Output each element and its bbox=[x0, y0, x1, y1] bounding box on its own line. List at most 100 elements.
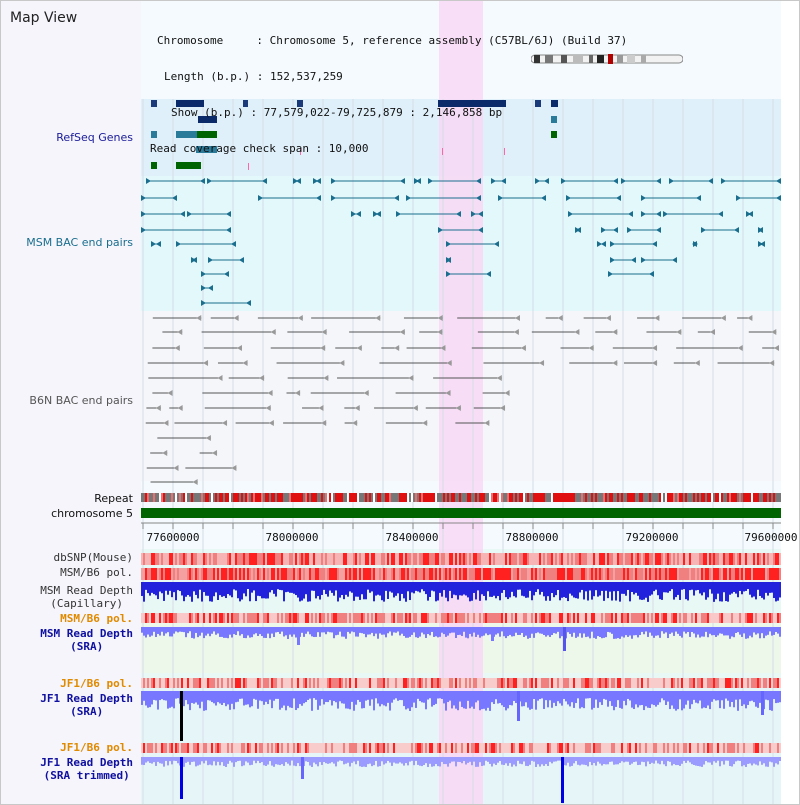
jf1-b6-pol-mark bbox=[213, 678, 215, 688]
jf1-b6-pol-mark bbox=[685, 743, 687, 753]
msm-b6-pol-mark bbox=[693, 568, 695, 580]
jf1-b6-pol-mark bbox=[335, 678, 337, 688]
jf1-b6-pol-mark bbox=[287, 743, 289, 753]
track-label-b6n-bac[interactable]: B6N BAC end pairs bbox=[29, 394, 133, 407]
track-label-msm-b6-pol-2[interactable]: MSM/B6 pol. bbox=[60, 612, 133, 625]
repeat-mark bbox=[671, 493, 673, 502]
dbsnp-mark bbox=[203, 553, 205, 565]
track-label-msm-b6-pol-1[interactable]: MSM/B6 pol. bbox=[60, 566, 133, 579]
track-label-jf1-depth-trimmed[interactable]: JF1 Read Depth (SRA trimmed) bbox=[40, 756, 133, 782]
msm-bac-end bbox=[568, 211, 573, 217]
repeat-mark bbox=[553, 493, 555, 502]
dbsnp-mark bbox=[205, 553, 207, 565]
jf1-b6-pol-mark bbox=[327, 743, 329, 753]
msm-depth-capillary-bar bbox=[613, 582, 615, 592]
dbsnp-mark bbox=[609, 553, 611, 565]
track-label-jf1-b6-pol-2[interactable]: JF1/B6 pol. bbox=[60, 741, 133, 754]
jf1-b6-pol-mark bbox=[263, 678, 265, 688]
jf1-depth-sra-bar bbox=[569, 691, 571, 707]
repeat-mark bbox=[635, 493, 637, 502]
track-label-msm-bac[interactable]: MSM BAC end pairs bbox=[26, 236, 133, 249]
msm-depth-sra-bar bbox=[457, 627, 459, 636]
track-label-chromosome[interactable]: chromosome 5 bbox=[51, 507, 133, 520]
msm-depth-sra-bar bbox=[577, 627, 579, 637]
dbsnp-mark bbox=[149, 553, 151, 565]
jf1-b6-pol-mark bbox=[423, 678, 425, 688]
repeat-mark bbox=[445, 493, 447, 502]
msm-b6-pol-mark bbox=[205, 613, 207, 623]
jf1-depth-trimmed-bar bbox=[377, 757, 379, 767]
chromosome-ideogram[interactable] bbox=[531, 54, 683, 64]
jf1-depth-trimmed-bar bbox=[627, 757, 629, 762]
msm-b6-pol-mark bbox=[325, 613, 327, 623]
jf1-depth-trimmed-bar bbox=[159, 757, 161, 764]
msm-depth-capillary-bar bbox=[653, 582, 655, 592]
jf1-depth-trimmed-bar bbox=[451, 757, 453, 762]
msm-depth-sra-bar bbox=[263, 627, 265, 638]
jf1-b6-pol-mark bbox=[583, 678, 585, 688]
msm-depth-capillary-bar bbox=[547, 582, 549, 597]
track-label-msm-depth-sra[interactable]: MSM Read Depth (SRA) bbox=[40, 627, 133, 653]
msm-depth-capillary-bar bbox=[229, 582, 231, 596]
track-label-msm-depth-capillary[interactable]: MSM Read Depth (Capillary) bbox=[40, 584, 133, 610]
track-label-repeat[interactable]: Repeat bbox=[94, 492, 133, 505]
jf1-b6-pol-mark bbox=[263, 743, 265, 753]
dbsnp-mark bbox=[569, 553, 571, 565]
track-label-refseq[interactable]: RefSeq Genes bbox=[56, 131, 133, 144]
jf1-depth-trimmed-bar bbox=[353, 757, 355, 762]
msm-depth-capillary-bar bbox=[367, 582, 369, 590]
jf1-depth-trimmed-bar bbox=[507, 757, 509, 766]
dbsnp-mark bbox=[693, 553, 695, 565]
repeat-mark bbox=[505, 493, 507, 502]
jf1-b6-pol-mark bbox=[713, 743, 715, 753]
msm-depth-capillary-bar bbox=[543, 582, 545, 597]
jf1-b6-pol-mark bbox=[415, 678, 417, 688]
dbsnp-mark bbox=[423, 553, 425, 565]
msm-depth-sra-bar bbox=[411, 627, 413, 635]
jf1-b6-pol-mark bbox=[433, 743, 435, 753]
msm-b6-pol-mark bbox=[699, 568, 701, 580]
msm-b6-pol-mark bbox=[297, 613, 299, 623]
msm-b6-pol-mark bbox=[287, 613, 289, 623]
dbsnp-mark bbox=[559, 553, 561, 565]
jf1-depth-sra-bar bbox=[259, 691, 261, 701]
jf1-b6-pol-mark bbox=[313, 678, 315, 688]
msm-b6-pol-mark bbox=[747, 568, 749, 580]
jf1-depth-trimmed-bar bbox=[289, 757, 291, 766]
msm-b6-pol-mark bbox=[365, 613, 367, 623]
jf1-depth-trimmed-bar bbox=[383, 757, 385, 765]
jf1-depth-trimmed-bar bbox=[673, 757, 675, 765]
jf1-depth-trimmed-bar bbox=[239, 757, 241, 761]
jf1-b6-pol-mark bbox=[173, 743, 175, 753]
msm-b6-pol-mark bbox=[189, 568, 191, 580]
msm-depth-capillary-bar bbox=[517, 582, 519, 590]
jf1-b6-pol-mark bbox=[153, 743, 155, 753]
jf1-b6-pol-mark bbox=[203, 678, 205, 688]
jf1-depth-trimmed-bar bbox=[709, 757, 711, 763]
jf1-depth-sra-bar bbox=[769, 691, 771, 711]
jf1-b6-pol-mark bbox=[579, 743, 581, 753]
msm-depth-sra-bar bbox=[737, 627, 739, 633]
dbsnp-mark bbox=[221, 553, 223, 565]
jf1-b6-pol-mark bbox=[513, 743, 515, 753]
jf1-depth-sra-bar bbox=[317, 691, 319, 710]
msm-depth-sra-bar bbox=[249, 627, 251, 638]
msm-b6-pol-mark bbox=[463, 613, 465, 623]
msm-depth-sra-bar bbox=[215, 627, 217, 635]
track-label-jf1-b6-pol-1[interactable]: JF1/B6 pol. bbox=[60, 677, 133, 690]
jf1-depth-trimmed-bar bbox=[431, 757, 433, 767]
msm-b6-pol-mark bbox=[601, 613, 603, 623]
dbsnp-mark bbox=[161, 553, 163, 565]
msm-depth-sra-bar bbox=[739, 627, 741, 635]
label-line: JF1 Read Depth bbox=[40, 756, 133, 769]
jf1-depth-trimmed-bar bbox=[153, 757, 155, 763]
msm-b6-pol-mark bbox=[675, 613, 677, 623]
msm-depth-capillary-bar bbox=[649, 582, 651, 596]
repeat-mark bbox=[563, 493, 565, 502]
axis-tick-label: 77600000 bbox=[146, 531, 200, 544]
track-label-dbsnp[interactable]: dbSNP(Mouse) bbox=[53, 551, 133, 564]
jf1-depth-sra-bar bbox=[527, 691, 529, 708]
jf1-b6-pol-mark bbox=[215, 743, 217, 753]
track-label-jf1-depth-sra[interactable]: JF1 Read Depth (SRA) bbox=[40, 692, 133, 718]
